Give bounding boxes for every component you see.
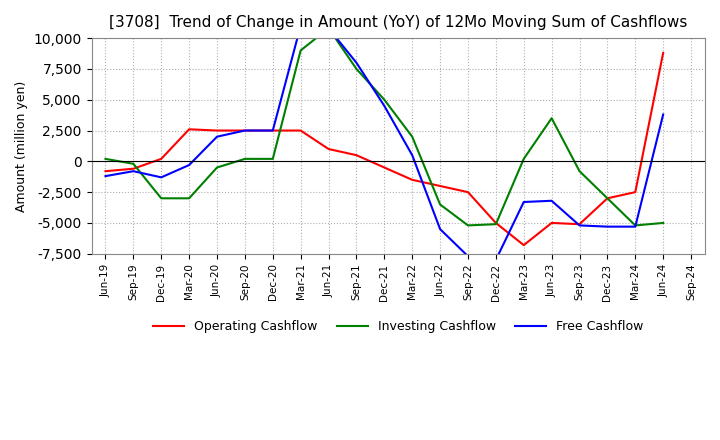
Operating Cashflow: [185, 127, 194, 132]
Free Cashflow: [157, 175, 166, 180]
Free Cashflow: [575, 223, 584, 228]
Free Cashflow: [436, 227, 444, 232]
Free Cashflow: [101, 173, 109, 179]
Operating Cashflow: [492, 220, 500, 226]
Investing Cashflow: [352, 66, 361, 72]
Operating Cashflow: [575, 222, 584, 227]
Free Cashflow: [519, 199, 528, 205]
Free Cashflow: [659, 112, 667, 117]
Operating Cashflow: [547, 220, 556, 226]
Operating Cashflow: [380, 165, 389, 170]
Operating Cashflow: [519, 242, 528, 248]
Investing Cashflow: [547, 116, 556, 121]
Free Cashflow: [492, 257, 500, 263]
Line: Operating Cashflow: Operating Cashflow: [105, 53, 663, 245]
Operating Cashflow: [631, 190, 639, 195]
Operating Cashflow: [408, 177, 417, 183]
Operating Cashflow: [603, 196, 612, 201]
Free Cashflow: [324, 26, 333, 31]
Operating Cashflow: [101, 169, 109, 174]
Free Cashflow: [380, 103, 389, 109]
Investing Cashflow: [408, 134, 417, 139]
Line: Investing Cashflow: Investing Cashflow: [105, 28, 663, 225]
Investing Cashflow: [380, 97, 389, 103]
Investing Cashflow: [324, 26, 333, 31]
Free Cashflow: [212, 134, 221, 139]
Investing Cashflow: [269, 156, 277, 161]
Investing Cashflow: [240, 156, 249, 161]
Investing Cashflow: [129, 161, 138, 166]
Operating Cashflow: [297, 128, 305, 133]
Operating Cashflow: [157, 156, 166, 161]
Free Cashflow: [185, 162, 194, 168]
Operating Cashflow: [324, 147, 333, 152]
Title: [3708]  Trend of Change in Amount (YoY) of 12Mo Moving Sum of Cashflows: [3708] Trend of Change in Amount (YoY) o…: [109, 15, 688, 30]
Free Cashflow: [240, 128, 249, 133]
Investing Cashflow: [297, 48, 305, 53]
Operating Cashflow: [659, 50, 667, 55]
Investing Cashflow: [212, 165, 221, 170]
Investing Cashflow: [101, 156, 109, 161]
Free Cashflow: [547, 198, 556, 203]
Investing Cashflow: [157, 196, 166, 201]
Line: Free Cashflow: Free Cashflow: [105, 26, 663, 260]
Free Cashflow: [129, 169, 138, 174]
Investing Cashflow: [659, 220, 667, 226]
Investing Cashflow: [575, 169, 584, 174]
Operating Cashflow: [129, 166, 138, 171]
Investing Cashflow: [464, 223, 472, 228]
Operating Cashflow: [464, 190, 472, 195]
Free Cashflow: [269, 128, 277, 133]
Investing Cashflow: [631, 223, 639, 228]
Free Cashflow: [631, 224, 639, 229]
Free Cashflow: [297, 23, 305, 29]
Investing Cashflow: [519, 156, 528, 161]
Free Cashflow: [352, 60, 361, 66]
Free Cashflow: [464, 253, 472, 259]
Operating Cashflow: [352, 153, 361, 158]
Investing Cashflow: [185, 196, 194, 201]
Free Cashflow: [603, 224, 612, 229]
Free Cashflow: [408, 153, 417, 158]
Legend: Operating Cashflow, Investing Cashflow, Free Cashflow: Operating Cashflow, Investing Cashflow, …: [148, 315, 648, 338]
Investing Cashflow: [492, 222, 500, 227]
Investing Cashflow: [436, 202, 444, 207]
Operating Cashflow: [212, 128, 221, 133]
Y-axis label: Amount (million yen): Amount (million yen): [15, 81, 28, 212]
Operating Cashflow: [269, 128, 277, 133]
Investing Cashflow: [603, 196, 612, 201]
Operating Cashflow: [240, 128, 249, 133]
Operating Cashflow: [436, 183, 444, 189]
